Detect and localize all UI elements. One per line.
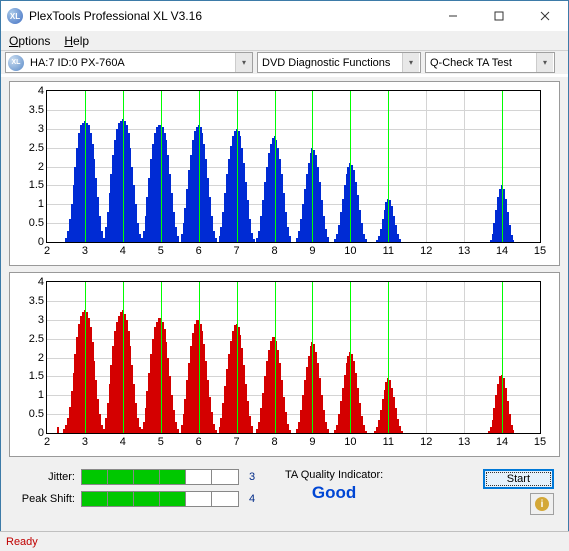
stats-row: Jitter: 3 Peak Shift: 4 TA Quality Indic… — [9, 463, 560, 519]
jitter-label: Jitter: — [15, 471, 75, 483]
peak-shift-bar — [81, 491, 239, 507]
test-text: Q-Check TA Test — [430, 57, 512, 69]
jitter-bar — [81, 469, 239, 485]
start-button[interactable]: Start — [483, 469, 554, 489]
app-icon: XL — [7, 8, 23, 24]
top-chart: 00.511.522.533.5423456789101112131415 — [9, 81, 560, 266]
chevron-down-icon: ▾ — [235, 53, 252, 72]
content-area: 00.511.522.533.5423456789101112131415 00… — [1, 77, 568, 521]
quality-value: Good — [312, 483, 356, 503]
menu-help[interactable]: Help — [64, 34, 89, 48]
info-icon: i — [535, 497, 549, 511]
menu-bar: Options Help — [1, 31, 568, 51]
quality-indicator: TA Quality Indicator: Good — [285, 469, 383, 503]
status-bar: Ready — [0, 531, 569, 551]
chevron-down-icon: ▾ — [536, 53, 553, 72]
title-bar: XL PlexTools Professional XL V3.16 — [1, 1, 568, 31]
maximize-button[interactable] — [476, 1, 522, 31]
status-text: Ready — [6, 536, 38, 548]
close-button[interactable] — [522, 1, 568, 31]
jitter-value: 3 — [249, 471, 261, 483]
quality-label: TA Quality Indicator: — [285, 469, 383, 481]
drive-selector[interactable]: XL HA:7 ID:0 PX-760A ▾ — [5, 52, 253, 73]
bottom-chart: 00.511.522.533.5423456789101112131415 — [9, 272, 560, 457]
test-selector[interactable]: Q-Check TA Test ▾ — [425, 52, 555, 73]
minimize-button[interactable] — [430, 1, 476, 31]
peak-shift-value: 4 — [249, 493, 261, 505]
peak-shift-stat: Peak Shift: 4 — [15, 491, 261, 507]
toolbar: XL HA:7 ID:0 PX-760A ▾ DVD Diagnostic Fu… — [1, 51, 568, 77]
drive-text: HA:7 ID:0 PX-760A — [26, 57, 235, 69]
peak-shift-label: Peak Shift: — [15, 493, 75, 505]
function-selector[interactable]: DVD Diagnostic Functions ▾ — [257, 52, 421, 73]
function-text: DVD Diagnostic Functions — [262, 57, 390, 69]
jitter-stat: Jitter: 3 — [15, 469, 261, 485]
menu-options[interactable]: Options — [9, 34, 50, 48]
window-title: PlexTools Professional XL V3.16 — [29, 9, 430, 23]
info-button[interactable]: i — [530, 493, 554, 515]
drive-icon: XL — [8, 55, 24, 71]
chevron-down-icon: ▾ — [402, 53, 419, 72]
